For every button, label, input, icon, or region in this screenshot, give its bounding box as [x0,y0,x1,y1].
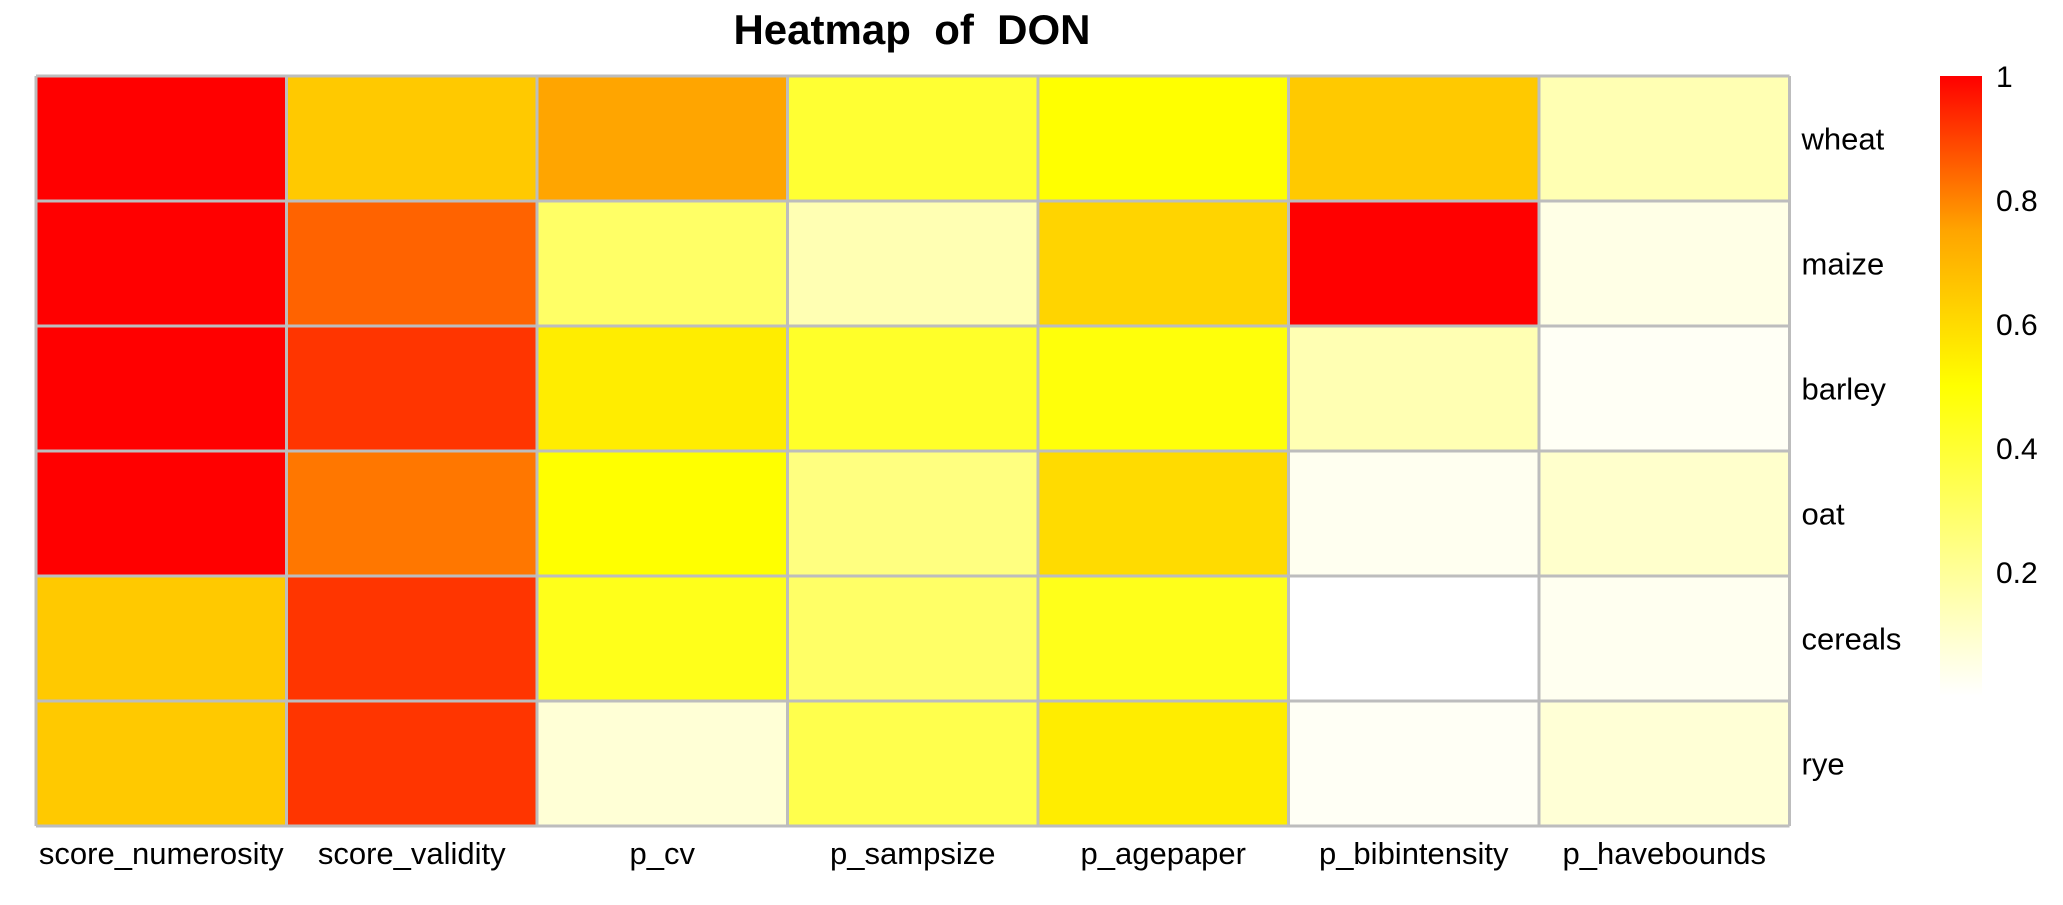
row-label-wheat: wheat [1801,122,1885,157]
column-label-p_bibintensity: p_bibintensity [1319,836,1509,871]
chart-title: Heatmap of DON [733,6,1090,53]
heatmap-cell-wheat-p_sampsize [787,76,1038,201]
row-label-oat: oat [1802,497,1845,532]
heatmap-cell-rye-p_sampsize [787,701,1038,826]
heatmap-cell-maize-p_havebounds [1539,201,1790,326]
heatmap-cell-wheat-p_agepaper [1038,76,1289,201]
heatmap-cell-rye-score_validity [286,701,537,826]
heatmap-cell-rye-p_cv [537,701,788,826]
column-labels: score_numerosity score_validity p_cv p_samp… [39,836,1766,871]
heatmap-cell-rye-p_agepaper [1038,701,1289,826]
heatmap-cell-wheat-p_cv [537,76,788,201]
heatmap-cell-barley-score_numerosity [36,326,287,451]
legend-tick-label: 0.2 [1996,557,2038,590]
heatmap-cell-cereals-score_numerosity [36,576,287,701]
column-label-p_sampsize: p_sampsize [830,836,995,871]
heatmap-cell-oat-p_agepaper [1038,451,1289,576]
heatmap-cells [36,76,1790,826]
row-label-rye: rye [1802,747,1845,782]
heatmap-cell-wheat-p_havebounds [1539,76,1790,201]
column-label-score_numerosity: score_numerosity [39,836,284,871]
heatmap-cell-oat-p_bibintensity [1288,451,1539,576]
heatmap-cell-maize-p_cv [537,201,788,326]
row-labels: wheat maize barley oat cereals rye [1801,122,1902,782]
heatmap-cell-barley-score_validity [286,326,537,451]
heatmap-cell-oat-p_cv [537,451,788,576]
heatmap-cell-cereals-score_validity [286,576,537,701]
heatmap-cell-maize-p_bibintensity [1288,201,1539,326]
heatmap-cell-rye-p_havebounds [1539,701,1790,826]
row-label-barley: barley [1802,372,1887,407]
heatmap-cell-wheat-p_bibintensity [1288,76,1539,201]
heatmap-cell-oat-p_havebounds [1539,451,1790,576]
column-label-p_havebounds: p_havebounds [1563,836,1766,871]
heatmap-cell-maize-p_sampsize [787,201,1038,326]
heatmap-cell-rye-p_bibintensity [1288,701,1539,826]
heatmap-cell-maize-score_numerosity [36,201,287,326]
column-label-score_validity: score_validity [318,836,506,871]
heatmap-gridlines [34,74,1791,828]
heatmap-cell-oat-score_validity [286,451,537,576]
heatmap-cell-barley-p_havebounds [1539,326,1790,451]
heatmap-cell-barley-p_cv [537,326,788,451]
heatmap-cell-wheat-score_validity [286,76,537,201]
row-label-cereals: cereals [1802,622,1902,657]
heatmap-cell-cereals-p_bibintensity [1288,576,1539,701]
legend-tick-label: 1 [1996,61,2013,94]
heatmap-cell-barley-p_bibintensity [1288,326,1539,451]
row-label-maize: maize [1802,247,1885,282]
color-legend: 0.2 0.4 0.6 0.8 1 [1940,61,2038,696]
legend-tick-label: 0.4 [1996,433,2038,466]
heatmap-cell-oat-p_sampsize [787,451,1038,576]
legend-tick-label: 0.8 [1996,185,2038,218]
legend-color-bar [1940,76,1982,696]
column-label-p_cv: p_cv [630,836,696,871]
heatmap-cell-cereals-p_havebounds [1539,576,1790,701]
legend-tick-label: 0.6 [1996,309,2038,342]
heatmap-cell-rye-score_numerosity [36,701,287,826]
heatmap-cell-barley-p_sampsize [787,326,1038,451]
heatmap-cell-maize-score_validity [286,201,537,326]
heatmap-cell-oat-score_numerosity [36,451,287,576]
heatmap-cell-wheat-score_numerosity [36,76,287,201]
heatmap-cell-cereals-p_sampsize [787,576,1038,701]
heatmap-cell-maize-p_agepaper [1038,201,1289,326]
column-label-p_agepaper: p_agepaper [1081,836,1247,871]
heatmap-cell-cereals-p_agepaper [1038,576,1289,701]
heatmap-cell-barley-p_agepaper [1038,326,1289,451]
heatmap-cell-cereals-p_cv [537,576,788,701]
